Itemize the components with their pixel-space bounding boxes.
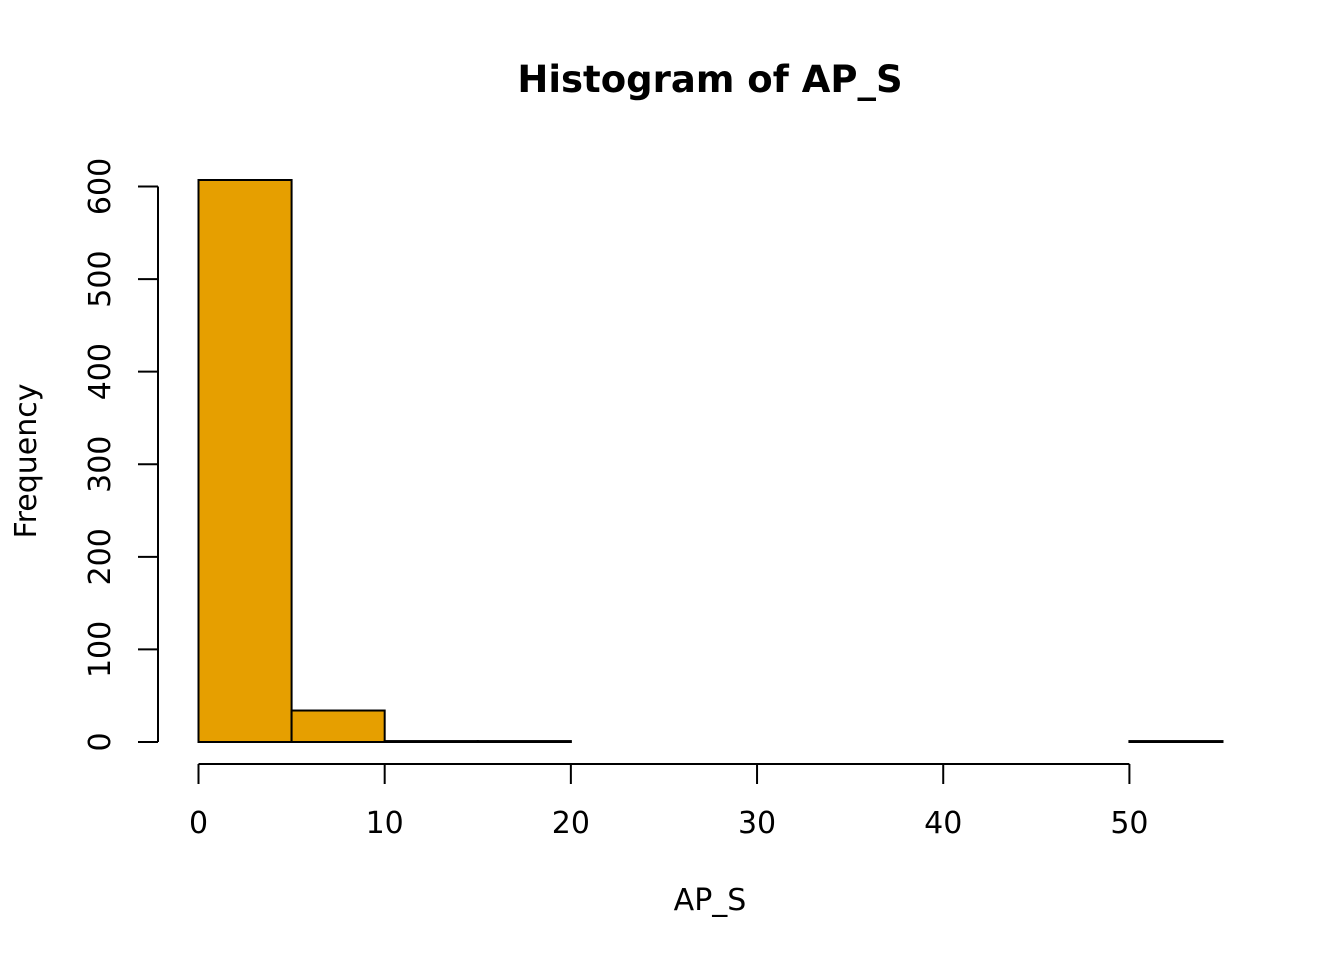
- x-tick-label: 0: [189, 806, 208, 841]
- y-axis-label: Frequency: [9, 384, 44, 539]
- y-axis: 0 100 200 300 400 500 600: [83, 158, 159, 752]
- y-tick-label: 400: [83, 343, 118, 400]
- x-tick-label: 10: [366, 806, 404, 841]
- x-tick-label: 20: [552, 806, 590, 841]
- y-tick-label: 500: [83, 250, 118, 307]
- x-tick-label: 40: [924, 806, 962, 841]
- y-tick-label: 300: [83, 436, 118, 493]
- x-axis: 0 10 20 30 40 50: [189, 763, 1149, 841]
- x-tick-label: 50: [1110, 806, 1148, 841]
- histogram-bar: [197, 179, 293, 743]
- histogram-bar: [290, 709, 386, 743]
- x-axis-label: AP_S: [674, 883, 747, 918]
- y-tick-label: 600: [83, 158, 118, 215]
- chart-title: Histogram of AP_S: [517, 58, 902, 101]
- x-tick-label: 30: [738, 806, 776, 841]
- histogram-bar: [476, 740, 572, 744]
- histogram-bar: [1128, 740, 1224, 744]
- histogram-bar: [383, 740, 479, 744]
- y-tick-label: 200: [83, 528, 118, 585]
- bars: [197, 179, 1224, 744]
- y-tick-label: 0: [83, 732, 118, 751]
- y-tick-label: 100: [83, 621, 118, 678]
